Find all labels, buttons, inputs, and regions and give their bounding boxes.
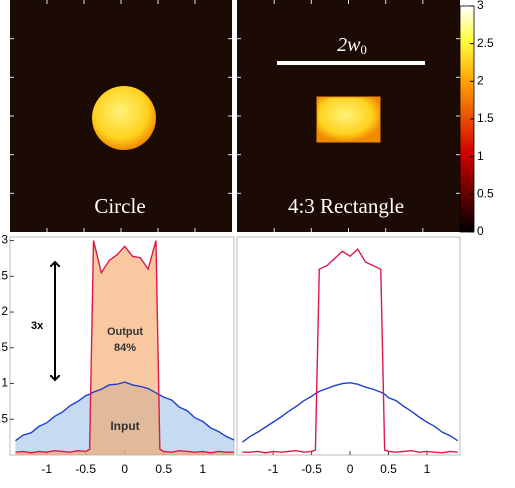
panel-label: 4:3 Rectangle: [288, 194, 404, 218]
y-tick-label: 3: [1, 233, 8, 247]
y-tick-label: 2: [1, 304, 8, 318]
colorbar-tick-label: 2.5: [477, 36, 494, 50]
colorbar-tick-label: 3: [477, 0, 484, 12]
x-tick-label: -1: [41, 462, 52, 476]
x-tick-label: 0: [121, 462, 128, 476]
x-tick-label: -0.5: [301, 462, 322, 476]
colorbar-tick-label: 1: [477, 149, 484, 163]
x-tick-label: 1: [424, 462, 431, 476]
x-tick-label: 1: [199, 462, 206, 476]
scale-bar-text: 2w: [337, 34, 361, 56]
annotation: 3x: [31, 320, 44, 332]
y-tick-label: 2.5: [0, 268, 8, 282]
circle-beam: [92, 86, 156, 150]
panel-label: Circle: [94, 194, 145, 218]
x-tick-label: 0: [347, 462, 354, 476]
annotation: Output: [107, 326, 143, 338]
x-tick-label: -1: [268, 462, 279, 476]
colorbar-tick-label: 0: [477, 224, 484, 238]
annotation: Input: [110, 419, 139, 433]
y-tick-label: 1.5: [0, 340, 8, 354]
x-tick-label: -0.5: [75, 462, 96, 476]
rectangle-beam: [317, 97, 380, 142]
colorbar-tick-label: 1.5: [477, 111, 494, 125]
colorbar-tick-label: 0.5: [477, 187, 494, 201]
x-tick-label: 0.5: [380, 462, 397, 476]
y-tick-label: 0.5: [0, 411, 8, 425]
colorbar-tick-label: 2: [477, 74, 484, 88]
figure: 2w0 Circle 4:3 Rectangle -1-0.500.510.51…: [0, 0, 515, 488]
y-tick-label: 1: [1, 376, 8, 390]
annotation: 84%: [114, 342, 136, 354]
scale-bar-subscript: 0: [360, 42, 367, 57]
x-tick-label: 0.5: [155, 462, 172, 476]
